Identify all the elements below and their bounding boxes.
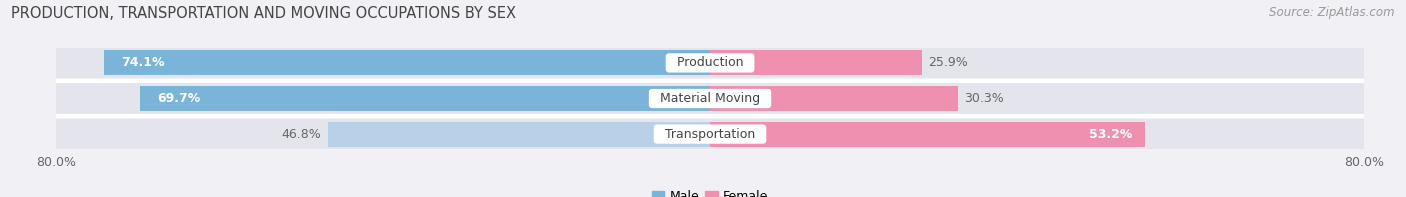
Bar	[328, 122, 710, 147]
Text: Production: Production	[669, 56, 751, 69]
Bar	[710, 48, 1364, 78]
Text: 46.8%: 46.8%	[281, 128, 321, 141]
Text: PRODUCTION, TRANSPORTATION AND MOVING OCCUPATIONS BY SEX: PRODUCTION, TRANSPORTATION AND MOVING OC…	[11, 6, 516, 21]
Bar	[56, 119, 710, 149]
Text: 25.9%: 25.9%	[928, 56, 967, 69]
Bar	[710, 83, 1364, 114]
Bar	[710, 119, 1364, 149]
Text: Material Moving: Material Moving	[652, 92, 768, 105]
Text: Transportation: Transportation	[657, 128, 763, 141]
Text: 74.1%: 74.1%	[121, 56, 165, 69]
Bar	[56, 83, 710, 114]
Bar	[104, 50, 710, 75]
Text: 30.3%: 30.3%	[965, 92, 1004, 105]
Bar	[710, 122, 1144, 147]
Text: 69.7%: 69.7%	[156, 92, 200, 105]
Text: Source: ZipAtlas.com: Source: ZipAtlas.com	[1270, 6, 1395, 19]
Text: 53.2%: 53.2%	[1090, 128, 1133, 141]
Bar	[141, 86, 710, 111]
Bar	[56, 48, 710, 78]
Bar	[710, 86, 957, 111]
Legend: Male, Female: Male, Female	[647, 185, 773, 197]
Bar	[710, 50, 922, 75]
